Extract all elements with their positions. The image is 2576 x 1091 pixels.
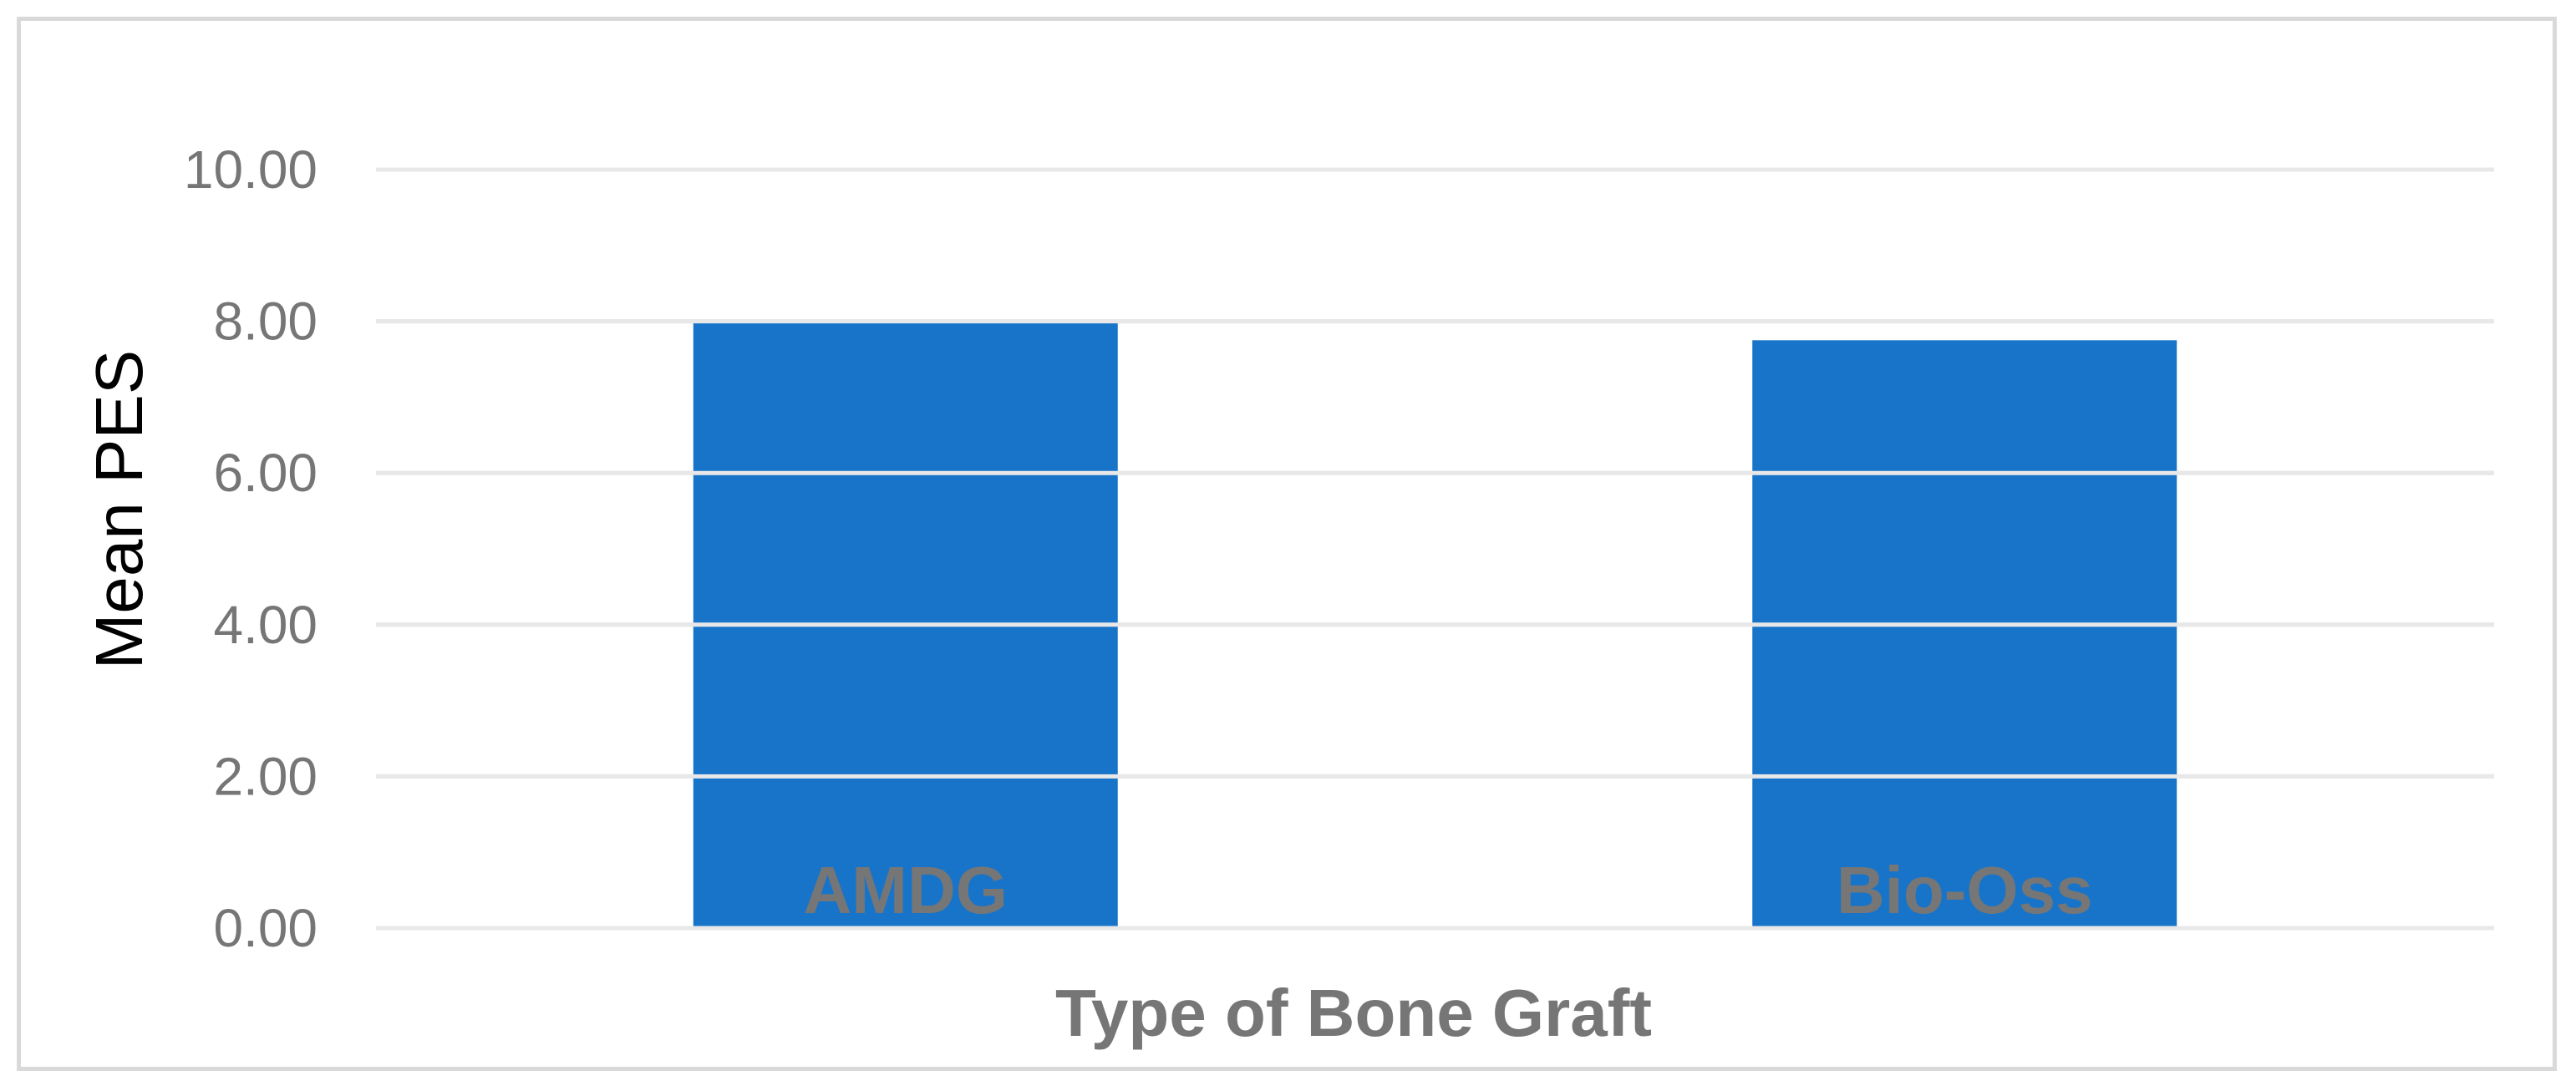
category-label-amdg: AMDG [804, 853, 1008, 927]
y-tick-label-1: 2.00 [213, 746, 318, 806]
y-tick-labels: 0.00 2.00 4.00 6.00 8.00 10.00 [184, 140, 318, 958]
y-tick-label-3: 6.00 [213, 443, 318, 503]
y-axis-title: Mean PES [82, 350, 156, 669]
bar-bio-oss [1752, 340, 2177, 928]
category-label-bio-oss: Bio-Oss [1837, 853, 2093, 927]
x-axis-title: Type of Bone Graft [1055, 976, 1652, 1050]
y-tick-label-2: 4.00 [213, 595, 318, 655]
y-tick-label-4: 8.00 [213, 292, 318, 352]
category-labels: AMDG Bio-Oss [804, 853, 2093, 927]
gridlines-over-bars [376, 167, 2494, 931]
y-tick-label-5: 10.00 [184, 140, 318, 200]
y-tick-label-0: 0.00 [213, 898, 318, 958]
